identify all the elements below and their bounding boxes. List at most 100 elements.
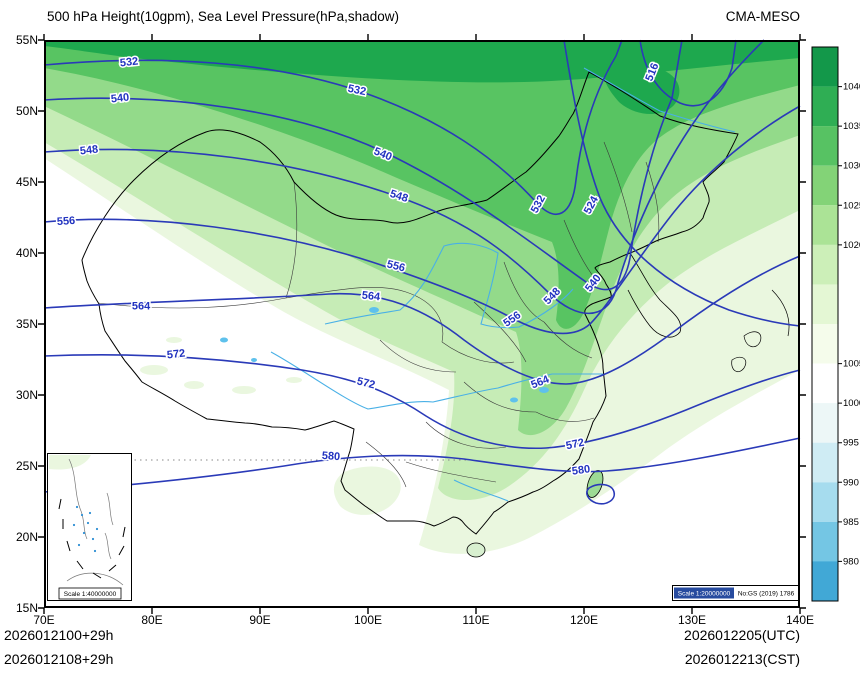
figure-title: 500 hPa Height(10gpm), Sea Level Pressur… <box>47 9 399 24</box>
lat-label-45n: 45N <box>15 175 38 189</box>
scale-text: Scale 1:20000000 <box>678 591 731 598</box>
valid-time-cst: 2026012213(CST) <box>684 651 800 667</box>
contour-label: 548 <box>79 144 99 158</box>
inset-coast-west <box>68 458 88 540</box>
colorbar-swatch <box>812 47 838 87</box>
colorbar-swatches <box>812 47 838 601</box>
inset-island-dots <box>72 505 99 553</box>
inset-shading <box>49 455 91 470</box>
lon-label-80e: 80E <box>141 613 163 627</box>
colorbar-swatch <box>812 442 838 483</box>
shade-speckle <box>140 365 168 375</box>
shade-level-1-sw <box>333 466 401 515</box>
colorbar-swatch <box>812 482 838 522</box>
lon-label-100e: 100E <box>353 613 383 627</box>
contour-label: 572 <box>565 437 585 453</box>
contour-label: 556 <box>56 215 75 228</box>
colorbar-ticks <box>838 86 842 562</box>
shade-speckle <box>286 377 302 383</box>
contour-label: 532 <box>347 83 367 99</box>
yellow-river <box>324 242 574 329</box>
lon-label-120e: 120E <box>569 613 599 627</box>
colorbar-swatch <box>812 205 838 245</box>
inset-coast-east <box>104 492 114 560</box>
scale-number-text: No:GS (2019) 1786 <box>738 591 795 598</box>
contour-label: 580 <box>321 450 340 463</box>
shade-level-4 <box>44 40 800 329</box>
lon-label-90e: 90E <box>249 613 271 627</box>
korea-coastline <box>627 252 682 338</box>
south-china-sea-inset: Scale 1:40000000 <box>47 453 132 601</box>
lat-label-35n: 35N <box>15 317 38 331</box>
pearl-river <box>453 479 509 502</box>
shade-speckle <box>232 386 256 394</box>
colorbar-tick-label: 1020 <box>843 240 860 251</box>
japan-coastline <box>731 289 790 372</box>
run-time-utc: 2026012100+29h <box>4 627 114 643</box>
lat-label-40n: 40N <box>15 246 38 260</box>
map-scale-box: Scale 1:20000000 No:GS (2019) 1786 <box>672 585 799 601</box>
contour-label: 532 <box>119 56 139 70</box>
contour-label: 572 <box>166 348 186 362</box>
contour-label: 540 <box>110 92 130 106</box>
contour-label: 564 <box>361 290 381 304</box>
lake <box>220 337 228 343</box>
lat-label-30n: 30N <box>15 388 38 402</box>
contour-564 <box>43 255 801 385</box>
lat-label-20n: 20N <box>15 530 38 544</box>
yangtze-river <box>270 351 603 410</box>
colorbar-tick-label: 1040 <box>843 82 860 93</box>
colorbar-tick-label: 1030 <box>843 161 860 172</box>
pressure-shading <box>44 40 800 554</box>
run-time-cst: 2026012108+29h <box>4 651 114 667</box>
lon-label-70e: 70E <box>33 613 55 627</box>
colorbar-swatch <box>812 403 838 443</box>
contour-label: 572 <box>356 375 377 391</box>
map-frame <box>44 40 800 608</box>
colorbar-frame <box>811 46 839 602</box>
lon-label-140e: 140E <box>785 613 815 627</box>
height-contours <box>43 39 801 505</box>
contour-label: 564 <box>132 301 151 313</box>
shade-speckle <box>184 381 204 389</box>
contour-548 <box>43 39 765 315</box>
contour-580-loop <box>586 483 616 505</box>
colorbar-tick-label: 980 <box>843 556 859 567</box>
amur-river <box>583 67 736 133</box>
model-name: CMA-MESO <box>725 9 800 24</box>
lon-label-110e: 110E <box>462 613 490 627</box>
colorbar-tick-labels: 1040 1035 1030 1025 1020 1005 1000 995 9… <box>843 82 860 568</box>
inset-scale-label: Scale 1:40000000 <box>64 591 117 598</box>
hainan-island <box>466 542 486 558</box>
colorbar-tick-label: 985 <box>843 517 859 528</box>
contour-540 <box>43 39 683 291</box>
contour-572 <box>43 353 801 450</box>
colorbar-swatch <box>812 324 838 364</box>
contour-556 <box>43 105 801 335</box>
lon-label-130e: 130E <box>677 613 707 627</box>
lake <box>251 358 257 362</box>
scale-badge <box>674 587 734 599</box>
rivers <box>270 67 736 502</box>
lat-label-55n: 55N <box>15 33 38 47</box>
inset-coast-south <box>66 572 124 586</box>
colorbar-tick-label: 1000 <box>843 398 860 409</box>
shade-speckle <box>166 337 182 343</box>
lake <box>369 307 379 313</box>
map-canvas: 532 540 548 556 564 572 532 540 548 556 … <box>38 34 806 614</box>
lat-label-50n: 50N <box>15 104 38 118</box>
colorbar: 1040 1035 1030 1025 1020 1005 1000 995 9… <box>811 46 860 602</box>
colorbar-swatch <box>812 363 838 404</box>
colorbar-tick-label: 990 <box>843 477 859 488</box>
lat-label-25n: 25N <box>15 459 38 473</box>
contour-516 <box>639 39 737 107</box>
inset-frame <box>47 453 132 601</box>
colorbar-swatch <box>812 86 838 127</box>
colorbar-swatch <box>812 126 838 166</box>
colorbar-tick-label: 1035 <box>843 121 860 132</box>
axis-ticks <box>38 34 806 614</box>
colorbar-swatch <box>812 521 838 562</box>
contour-label: 580 <box>571 463 591 477</box>
colorbar-tick-label: 995 <box>843 438 859 449</box>
